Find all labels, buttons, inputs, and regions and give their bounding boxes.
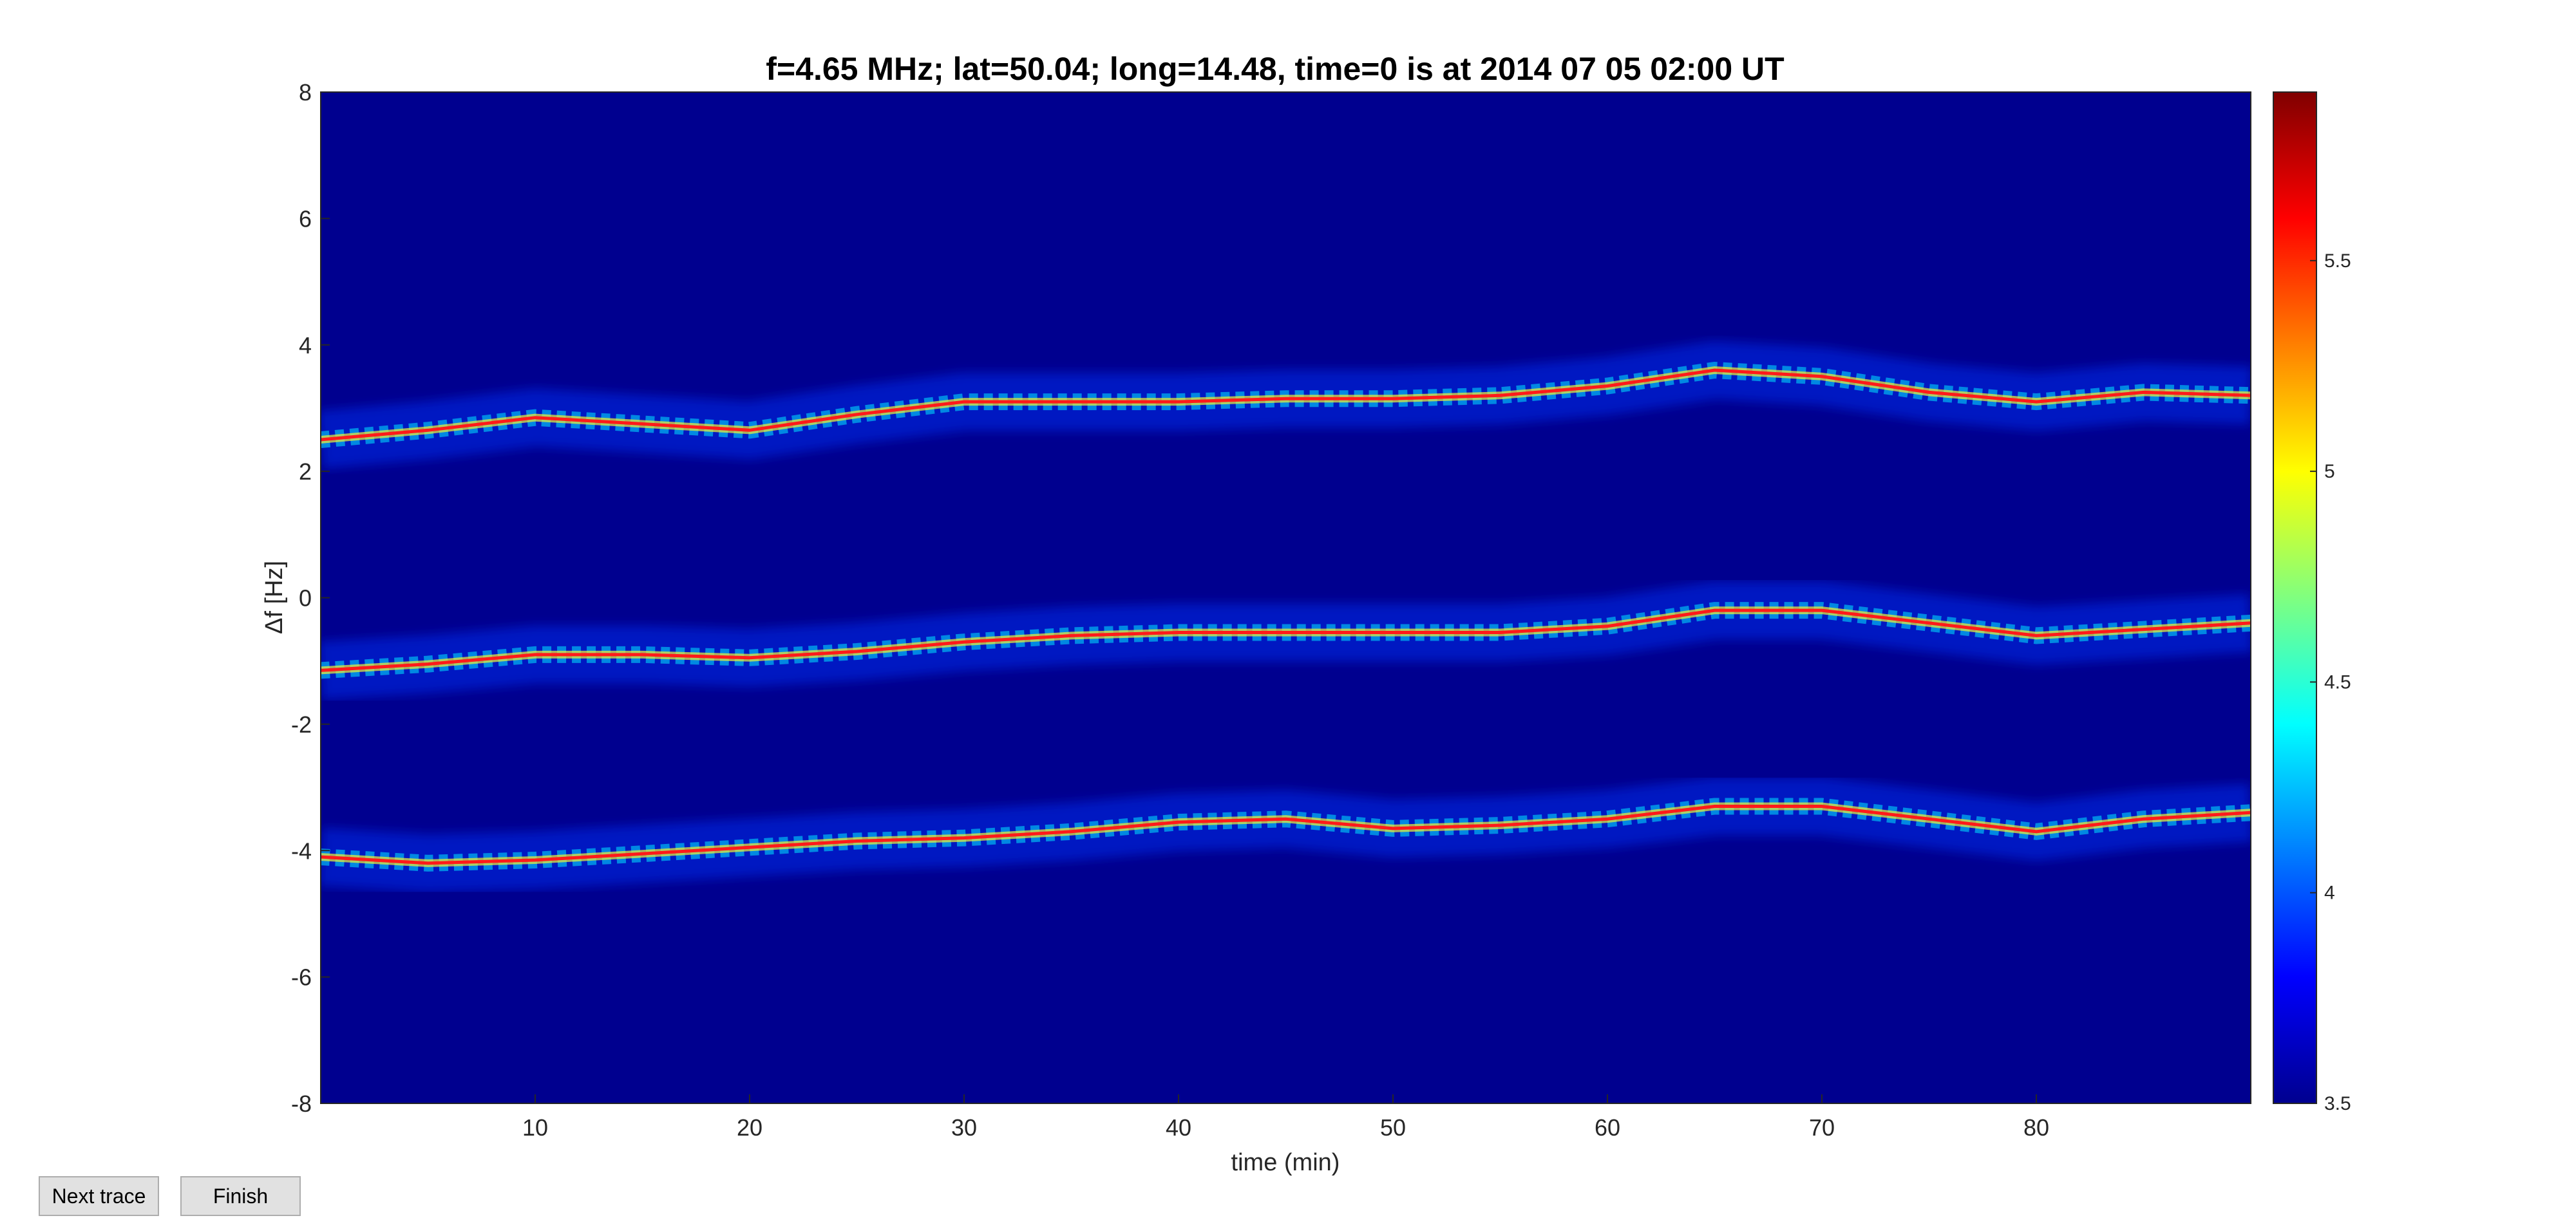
x-tick-label: 70 — [1809, 1114, 1835, 1141]
y-tick-label: -6 — [291, 964, 312, 991]
x-tick-label: 10 — [522, 1114, 548, 1141]
chart-title: f=4.65 MHz; lat=50.04; long=14.48, time=… — [766, 51, 1785, 87]
trace-line — [321, 608, 2251, 672]
y-tick-label: -2 — [291, 711, 312, 738]
y-tick-label: -8 — [291, 1091, 312, 1117]
trace-line — [321, 368, 2251, 442]
x-tick-label: 80 — [2023, 1114, 2049, 1141]
x-tick-label: 60 — [1595, 1114, 1620, 1141]
finish-button[interactable]: Finish — [180, 1176, 301, 1216]
trace-line — [321, 805, 2251, 865]
colorbar — [2273, 91, 2317, 1104]
y-tick-label: 2 — [299, 458, 312, 485]
colorbar-tick-label: 5 — [2324, 461, 2335, 482]
y-axis: -8 -6 -4 -2 0 2 4 6 8 — [291, 79, 330, 1117]
colorbar-tick-label: 4 — [2324, 883, 2335, 904]
y-tick-label: 0 — [299, 585, 312, 612]
x-tick-label: 40 — [1166, 1114, 1191, 1141]
x-axis: 10 20 30 40 50 60 70 80 — [522, 1094, 2049, 1141]
colorbar-tick-label: 5.5 — [2324, 250, 2351, 272]
x-tick-label: 50 — [1380, 1114, 1406, 1141]
y-tick-label: 4 — [299, 332, 312, 359]
colorbar-tick-label: 3.5 — [2324, 1093, 2351, 1114]
colorbar-tick-label: 4.5 — [2324, 671, 2351, 693]
x-axis-label: time (min) — [1231, 1149, 1340, 1176]
y-tick-label: -4 — [291, 838, 312, 864]
x-tick-label: 30 — [951, 1114, 977, 1141]
y-tick-label: 6 — [299, 205, 312, 232]
x-tick-label: 20 — [737, 1114, 762, 1141]
y-axis-label: Δf [Hz] — [261, 561, 288, 634]
next-trace-button[interactable]: Next trace — [39, 1176, 159, 1216]
traces-layer — [321, 341, 2251, 892]
colorbar-ticks: 3.5 4 4.5 5 5.5 — [2310, 250, 2351, 1114]
y-tick-label: 8 — [299, 79, 312, 106]
